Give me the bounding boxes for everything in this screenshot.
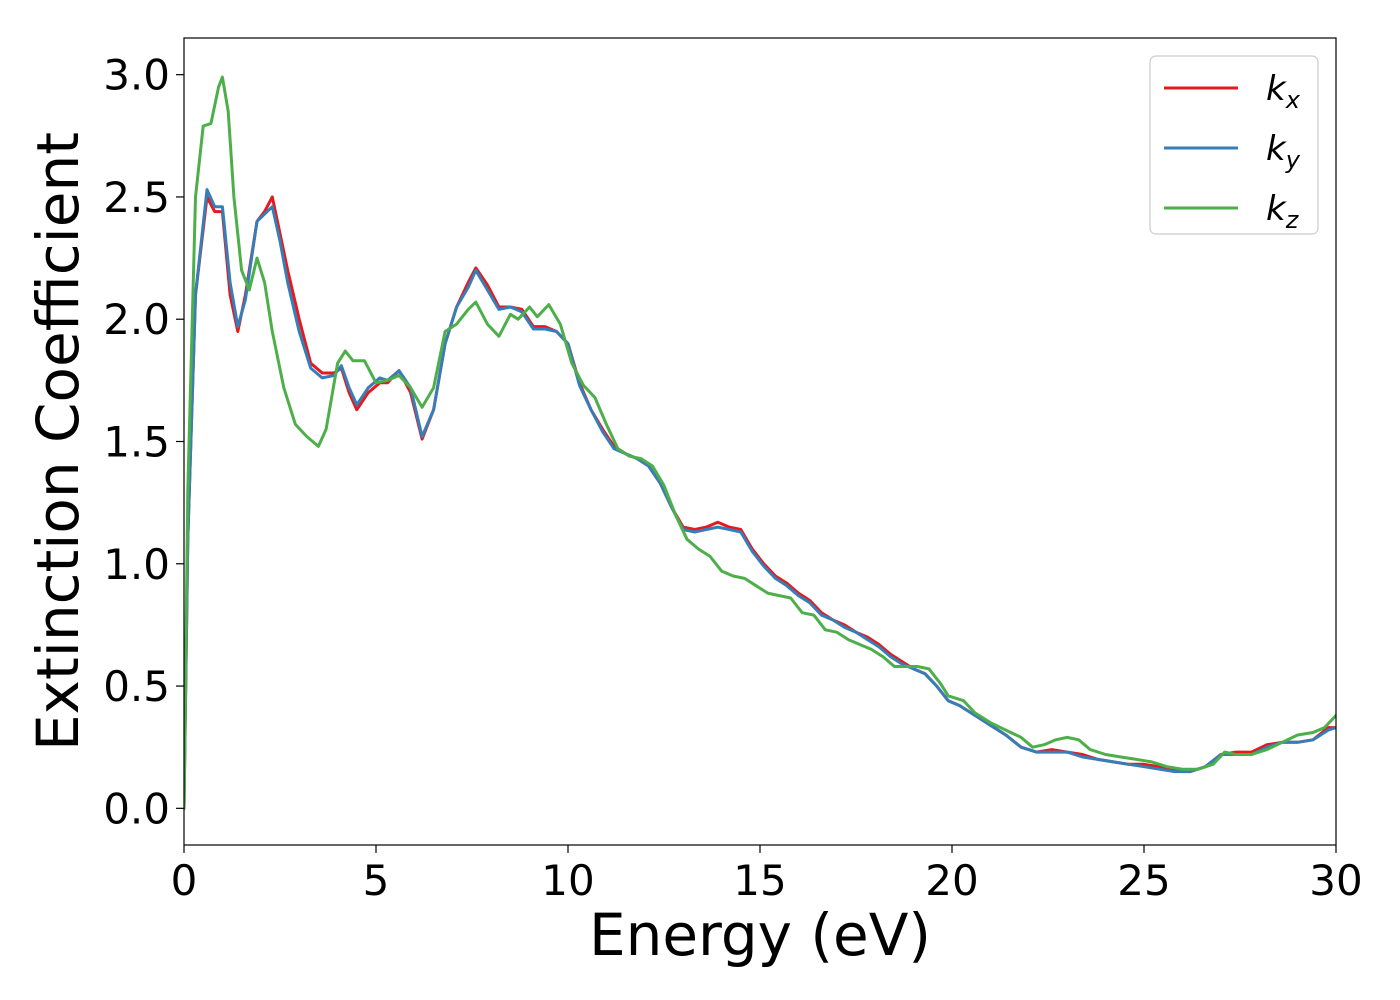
legend: kx ky kz	[1149, 55, 1319, 235]
legend-label: kz	[1266, 189, 1300, 234]
series-line-y	[184, 188, 1336, 810]
y-tick-label: 3.0	[103, 51, 170, 100]
x-tick-label: 20	[925, 856, 978, 905]
y-tick-label: 0.0	[103, 784, 170, 833]
legend-label: kx	[1266, 69, 1301, 114]
plot-lines	[184, 75, 1336, 810]
series-line-x	[184, 195, 1336, 810]
y-tick-label: 2.0	[103, 295, 170, 344]
y-axis: 0.0 0.5 1.0 1.5 2.0 2.5 3.0	[103, 51, 184, 833]
x-tick-label: 0	[171, 856, 198, 905]
x-axis-title: Energy (eV)	[589, 901, 931, 969]
y-tick-label: 1.5	[103, 418, 170, 467]
y-axis-title: Extinction Coefficient	[24, 132, 92, 751]
legend-label: ky	[1266, 129, 1301, 174]
x-axis: 0 5 10 15 20 25 30	[171, 845, 1363, 905]
x-tick-label: 25	[1117, 856, 1170, 905]
x-tick-label: 15	[733, 856, 786, 905]
x-tick-label: 10	[541, 856, 594, 905]
series-line-z	[184, 75, 1336, 810]
x-tick-label: 5	[363, 856, 390, 905]
x-tick-label: 30	[1309, 856, 1362, 905]
y-tick-label: 0.5	[103, 662, 170, 711]
legend-box	[1149, 55, 1319, 235]
y-tick-label: 1.0	[103, 540, 170, 589]
y-tick-label: 2.5	[103, 173, 170, 222]
